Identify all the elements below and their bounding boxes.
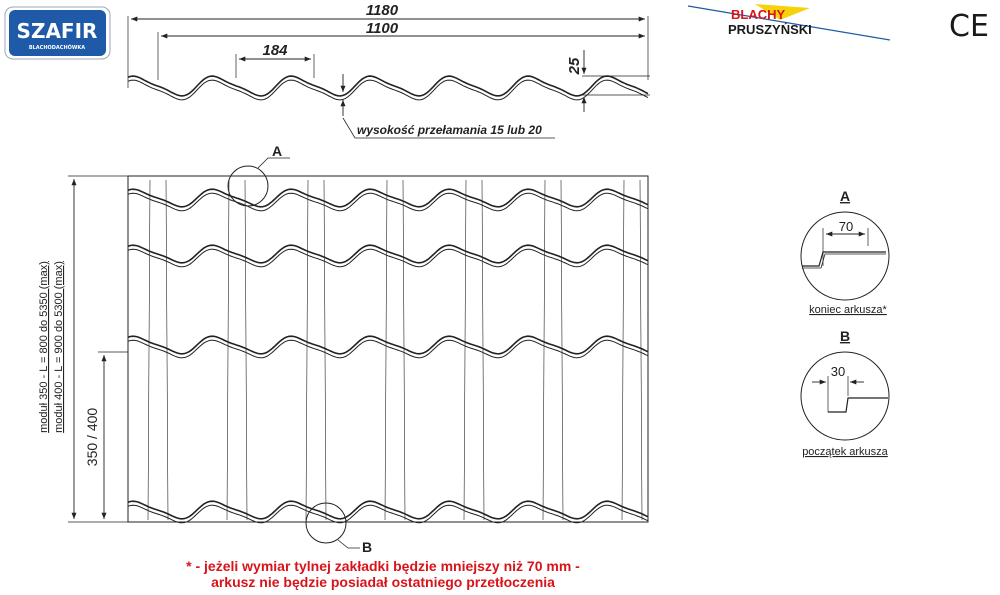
blachy-pruszynski-logo: BLACHY PRUSZYŃSKI <box>687 4 891 41</box>
szafir-logo: SZAFIR BLACHODACHÓWKA <box>4 6 111 60</box>
length-label-module-400: moduł 400 - L = 900 do 5300 (max) <box>53 261 65 433</box>
sheet-rib-line <box>463 179 467 521</box>
footnote-line-1: * - jeżeli wymiar tylnej zakładki będzie… <box>186 558 580 574</box>
dim-text-25: 25 <box>566 57 583 75</box>
sheet-rib-line <box>226 179 230 521</box>
sheet-step-4 <box>127 500 649 520</box>
sheet-rib-line <box>560 179 564 521</box>
sheet-view <box>68 157 649 549</box>
detail-a <box>800 211 890 301</box>
detail-a-dimension: 70 <box>839 219 853 234</box>
sheet-rib-line <box>481 179 485 521</box>
dim-text-1180: 1180 <box>366 2 399 19</box>
sheet-step-3 <box>127 335 649 355</box>
blachy-logo-line2: PRUSZYŃSKI <box>728 22 812 37</box>
detail-b-circle <box>305 502 347 544</box>
sheet-rib-line <box>244 179 248 521</box>
sheet-rib-line <box>165 179 169 521</box>
detail-b-caption: początek arkusza <box>802 446 888 458</box>
sheet-rib-line <box>639 179 643 521</box>
dim-text-184: 184 <box>262 42 288 59</box>
sheet-rib-line <box>305 179 309 521</box>
profile-view <box>127 16 650 139</box>
detail-b-dimension: 30 <box>831 364 845 379</box>
sheet-outline <box>127 175 649 523</box>
footnote-line-2: arkusz nie będzie posiadał ostatniego pr… <box>211 574 555 590</box>
blachy-logo-line1: BLACHY <box>731 7 785 22</box>
bend-height-note: wysokość przełamania 15 lub 20 <box>357 123 542 137</box>
sheet-step-3-inner <box>127 339 649 359</box>
length-label-module-350: moduł 350 - L = 800 do 5350 (max) <box>38 261 50 433</box>
module-label: 350 / 400 <box>84 408 100 467</box>
sheet-step-1 <box>127 188 649 208</box>
sheet-rib-line <box>384 179 388 521</box>
detail-b-marker: B <box>362 539 372 555</box>
detail-a-circle <box>227 165 269 207</box>
sheet-step-1-inner <box>127 192 649 212</box>
profile-wave-inner <box>127 79 649 101</box>
detail-a-caption: koniec arkusza* <box>809 304 887 316</box>
szafir-logo-text: SZAFIR <box>17 19 98 43</box>
szafir-logo-subtitle: BLACHODACHÓWKA <box>29 44 85 51</box>
detail-b-letter: B <box>840 328 850 344</box>
detail-a-marker: A <box>272 143 282 159</box>
dim-text-1100: 1100 <box>366 20 399 37</box>
detail-b <box>800 351 890 441</box>
sheet-rib-line <box>323 179 327 521</box>
ce-mark: CE <box>949 9 989 44</box>
sheet-step-2-inner <box>127 248 649 268</box>
sheet-step-2 <box>127 244 649 264</box>
sheet-step-4-inner <box>127 504 649 524</box>
profile-wave-outer <box>127 75 649 97</box>
sheet-rib-line <box>402 179 406 521</box>
sheet-rib-line <box>542 179 546 521</box>
sheet-rib-line <box>147 179 151 521</box>
detail-a-letter: A <box>840 188 850 204</box>
sheet-rib-line <box>621 179 625 521</box>
